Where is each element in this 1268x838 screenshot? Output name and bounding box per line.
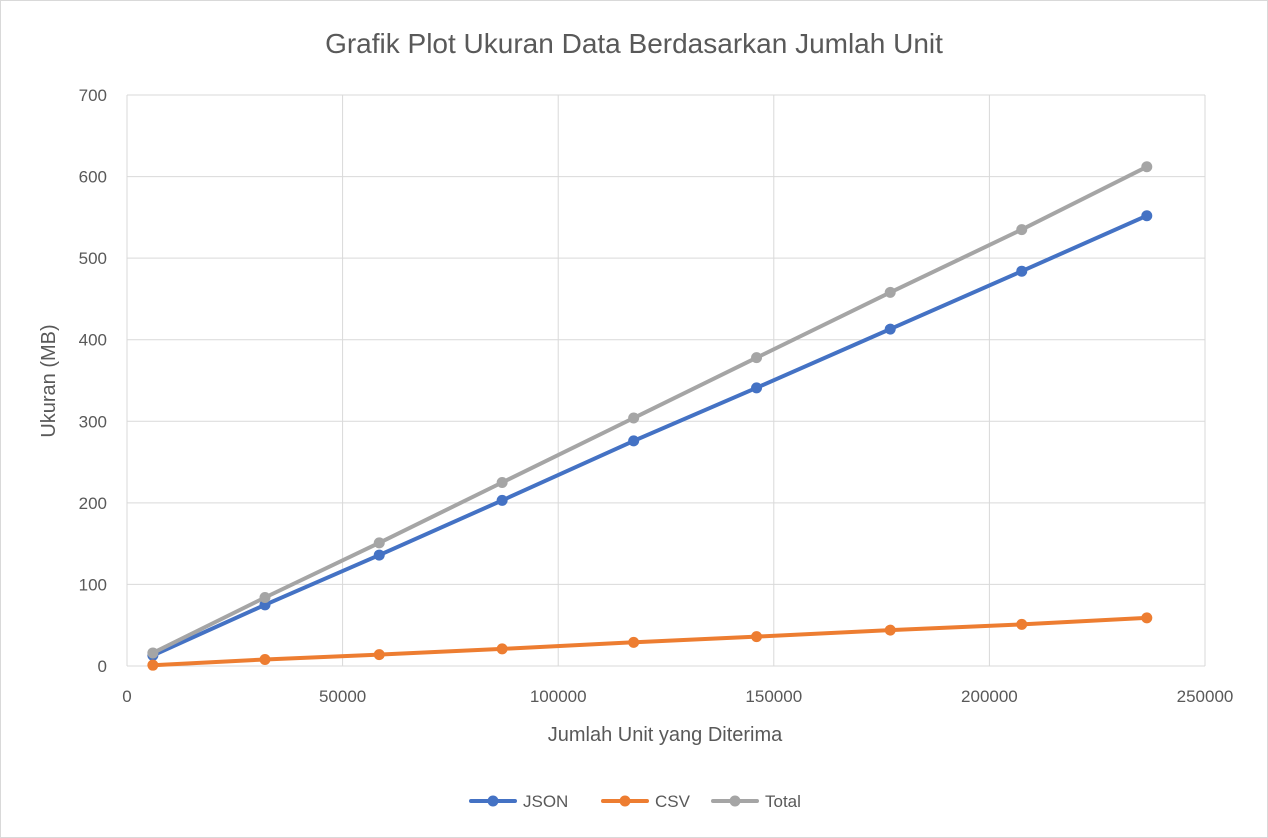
data-point-csv-2 <box>373 649 385 661</box>
data-point-total-1 <box>259 591 271 603</box>
data-point-json-6 <box>884 323 896 335</box>
data-point-total-7 <box>1016 224 1028 236</box>
data-point-json-8 <box>1141 210 1153 222</box>
x-tick-label-0: 0 <box>122 687 131 706</box>
legend-swatch-marker-csv <box>619 795 631 807</box>
data-point-csv-4 <box>628 636 640 648</box>
y-tick-label-7: 700 <box>79 86 107 105</box>
grid-lines <box>126 94 1206 667</box>
x-tick-label-2: 100000 <box>530 687 587 706</box>
data-point-total-6 <box>884 286 896 298</box>
data-point-total-2 <box>373 537 385 549</box>
series-total <box>147 161 1153 659</box>
y-tick-label-4: 400 <box>79 331 107 350</box>
y-tick-label-6: 600 <box>79 168 107 187</box>
legend-item-total: Total <box>711 792 801 811</box>
data-point-total-3 <box>496 476 508 488</box>
data-point-total-5 <box>751 352 763 364</box>
series-csv <box>147 612 1153 671</box>
series-line-csv <box>150 615 1149 668</box>
data-point-total-0 <box>147 647 159 659</box>
legend-swatch-marker-json <box>487 795 499 807</box>
tick-labels: 0 100 200 300 400 500 600 700 0 50000 100000 150000… <box>79 86 1234 706</box>
series-json <box>147 210 1153 661</box>
data-point-json-2 <box>373 549 385 561</box>
series-line-json <box>150 213 1149 658</box>
series-group <box>147 161 1153 671</box>
data-point-csv-3 <box>496 643 508 655</box>
series-line-total <box>150 164 1149 655</box>
x-tick-label-4: 200000 <box>961 687 1018 706</box>
legend-item-csv: CSV <box>601 792 691 811</box>
data-point-json-5 <box>751 382 763 394</box>
y-tick-label-5: 500 <box>79 249 107 268</box>
legend-item-json: JSON <box>469 792 568 811</box>
y-tick-label-2: 200 <box>79 494 107 513</box>
legend-label-total: Total <box>765 792 801 811</box>
x-tick-label-1: 50000 <box>319 687 366 706</box>
data-point-json-3 <box>496 494 508 506</box>
x-tick-label-5: 250000 <box>1177 687 1234 706</box>
chart-title: Grafik Plot Ukuran Data Berdasarkan Juml… <box>325 28 943 59</box>
legend-label-json: JSON <box>523 792 568 811</box>
y-tick-label-1: 100 <box>79 575 107 594</box>
legend-label-csv: CSV <box>655 792 691 811</box>
data-point-total-8 <box>1141 161 1153 173</box>
x-tick-label-3: 150000 <box>745 687 802 706</box>
data-point-total-4 <box>628 412 640 424</box>
data-point-csv-1 <box>259 653 271 665</box>
data-point-csv-8 <box>1141 612 1153 624</box>
x-axis-title: Jumlah Unit yang Diterima <box>548 724 783 746</box>
data-point-json-4 <box>628 435 640 447</box>
y-axis-title: Ukuran (MB) <box>38 324 60 437</box>
legend: JSON CSV Total <box>469 792 801 811</box>
y-tick-label-3: 300 <box>79 412 107 431</box>
data-point-csv-6 <box>884 624 896 636</box>
data-point-csv-0 <box>147 659 159 671</box>
data-point-json-7 <box>1016 265 1028 277</box>
data-point-csv-5 <box>751 631 763 643</box>
y-tick-label-0: 0 <box>98 657 107 676</box>
data-point-csv-7 <box>1016 618 1028 630</box>
legend-swatch-marker-total <box>729 795 741 807</box>
